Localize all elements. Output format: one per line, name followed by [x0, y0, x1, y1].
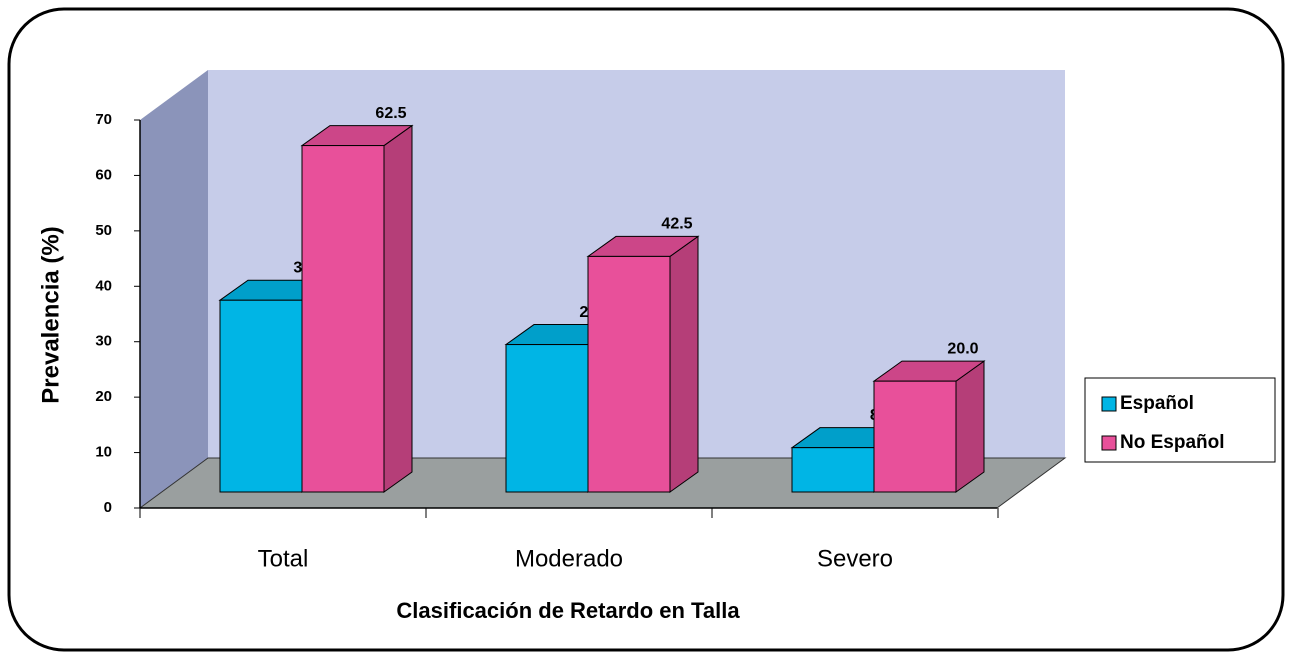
bar [300, 124, 414, 493]
y-tick-label: 30 [95, 333, 112, 350]
x-tick-label: Moderado [515, 545, 623, 572]
value-label: 20.0 [947, 340, 978, 357]
bar-front [301, 145, 385, 493]
y-axis-label: Prevalencia (%) [37, 226, 64, 403]
x-tick-label: Severo [817, 545, 893, 572]
y-tick-label: 70 [95, 111, 112, 128]
x-axis-label: Clasificación de Retardo en Talla [396, 598, 740, 623]
legend-swatch [1101, 396, 1117, 412]
y-tick-label: 60 [95, 166, 112, 183]
y-tick-label: 40 [95, 277, 112, 294]
bar-front [219, 299, 303, 493]
legend-label: Español [1120, 393, 1194, 414]
legend-swatch [1101, 435, 1117, 451]
bar-front [505, 344, 589, 493]
bar-side [669, 235, 699, 493]
value-label: 42.5 [661, 216, 692, 233]
x-tick-label: Total [258, 545, 309, 572]
y-tick-label: 20 [95, 388, 112, 405]
bar-front [791, 447, 875, 493]
bar-front [587, 255, 671, 493]
bar-side [955, 360, 985, 493]
value-label: 62.5 [375, 105, 406, 122]
bar [586, 235, 700, 493]
bar-front [873, 380, 957, 493]
y-tick-label: 50 [95, 222, 112, 239]
legend-label: No Español [1120, 432, 1225, 453]
bar [872, 360, 986, 493]
y-tick-label: 0 [104, 499, 112, 516]
y-tick-label: 10 [95, 444, 112, 461]
side-wall [140, 70, 208, 508]
bar-side [383, 124, 413, 493]
legend [1084, 377, 1276, 463]
